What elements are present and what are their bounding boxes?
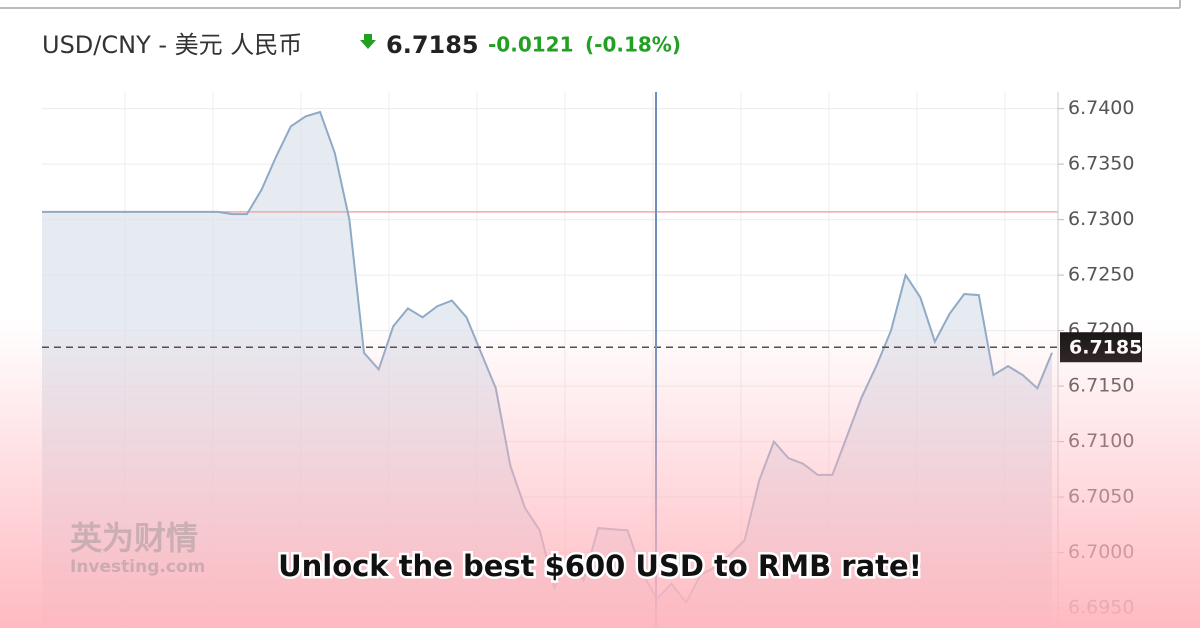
watermark-site: Investing.com bbox=[70, 557, 205, 577]
banner-fade bbox=[0, 320, 1200, 628]
header: USD/CNY - 美元 人民币 6.7185 -0.0121 (-0.18%) bbox=[42, 31, 681, 59]
down-arrow bbox=[360, 34, 376, 49]
watermark-brand: 英为财情 bbox=[70, 519, 198, 557]
change: -0.0121 bbox=[488, 33, 573, 57]
banner-text: Unlock the best $600 USD to RMB rate! bbox=[278, 549, 922, 583]
y-tick-label: 6.7300 bbox=[1068, 208, 1134, 230]
chart-title: USD/CNY - 美元 人民币 bbox=[42, 31, 302, 59]
y-tick-label: 6.7400 bbox=[1068, 97, 1134, 119]
y-tick-label: 6.7350 bbox=[1068, 153, 1134, 175]
price: 6.7185 bbox=[386, 31, 479, 59]
change-pct: (-0.18%) bbox=[585, 33, 681, 57]
y-tick-label: 6.7250 bbox=[1068, 264, 1134, 286]
